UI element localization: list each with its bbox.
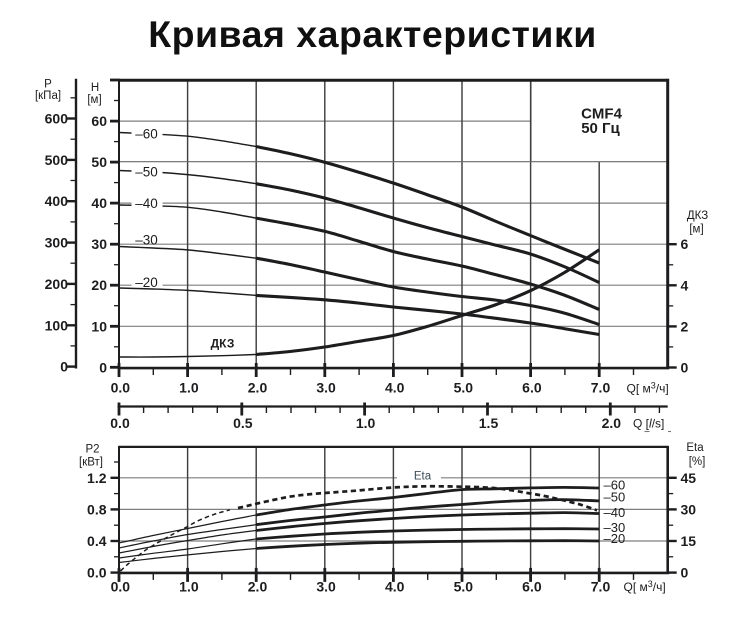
svg-text:0.0: 0.0 xyxy=(87,565,107,581)
svg-text:300: 300 xyxy=(45,235,69,251)
svg-text:[кПа]: [кПа] xyxy=(35,90,61,102)
svg-text:[кВт]: [кВт] xyxy=(79,457,103,469)
svg-text:–60: –60 xyxy=(135,126,158,141)
svg-text:2.0: 2.0 xyxy=(248,579,268,595)
svg-text:3.0: 3.0 xyxy=(316,579,336,595)
svg-text:10: 10 xyxy=(91,318,107,334)
svg-text:0.4: 0.4 xyxy=(87,533,107,549)
svg-text:Eta: Eta xyxy=(414,471,432,483)
svg-text:1.0: 1.0 xyxy=(179,579,199,595)
svg-text:CMF4: CMF4 xyxy=(581,106,622,123)
svg-text:45: 45 xyxy=(681,470,697,486)
svg-text:1.2: 1.2 xyxy=(87,470,107,486)
svg-text:–20: –20 xyxy=(135,275,158,290)
svg-text:H: H xyxy=(91,82,99,94)
svg-text:[%]: [%] xyxy=(689,456,706,468)
svg-text:P2: P2 xyxy=(85,444,99,456)
svg-text:[м]: [м] xyxy=(689,224,703,236)
svg-text:2.0: 2.0 xyxy=(602,415,622,431)
svg-text:Q [l/s]: Q [l/s] xyxy=(633,417,664,431)
svg-text:50: 50 xyxy=(91,154,107,170)
svg-text:30: 30 xyxy=(681,501,697,517)
svg-text:ДКЗ: ДКЗ xyxy=(211,337,235,351)
svg-text:7.0: 7.0 xyxy=(591,380,611,396)
svg-text:4: 4 xyxy=(681,277,689,293)
svg-text:–50: –50 xyxy=(135,165,158,180)
svg-text:5.0: 5.0 xyxy=(454,380,474,396)
svg-text:1.5: 1.5 xyxy=(479,415,499,431)
svg-text:[м]: [м] xyxy=(87,94,101,106)
svg-text:400: 400 xyxy=(45,193,69,209)
svg-text:Q[ м3/ч]: Q[ м3/ч] xyxy=(627,381,669,396)
svg-text:60: 60 xyxy=(91,113,107,129)
svg-text:15: 15 xyxy=(681,533,697,549)
svg-text:6.0: 6.0 xyxy=(522,579,542,595)
svg-text:7.0: 7.0 xyxy=(591,579,611,595)
svg-text:6.0: 6.0 xyxy=(522,380,542,396)
svg-text:20: 20 xyxy=(91,277,107,293)
svg-text:–30: –30 xyxy=(135,232,158,247)
svg-text:5.0: 5.0 xyxy=(454,579,474,595)
svg-text:40: 40 xyxy=(91,195,107,211)
svg-text:2: 2 xyxy=(681,318,689,334)
svg-text:500: 500 xyxy=(45,152,69,168)
svg-text:P: P xyxy=(44,79,52,91)
svg-text:–40: –40 xyxy=(135,196,158,211)
svg-text:4.0: 4.0 xyxy=(385,579,405,595)
svg-text:Eta: Eta xyxy=(686,442,704,454)
svg-text:–40: –40 xyxy=(604,505,626,520)
svg-text:0: 0 xyxy=(99,359,107,375)
svg-text:2.0: 2.0 xyxy=(248,380,268,396)
svg-text:4.0: 4.0 xyxy=(385,380,405,396)
svg-text:200: 200 xyxy=(45,276,69,292)
svg-text:50 Гц: 50 Гц xyxy=(581,120,620,137)
svg-text:1.0: 1.0 xyxy=(356,415,376,431)
svg-text:–50: –50 xyxy=(604,490,626,505)
svg-text:Кривая характеристики: Кривая характеристики xyxy=(148,13,597,55)
svg-text:ДКЗ: ДКЗ xyxy=(687,210,708,222)
svg-text:0: 0 xyxy=(60,359,68,375)
svg-text:6: 6 xyxy=(681,236,689,252)
svg-text:–60: –60 xyxy=(604,478,626,493)
svg-text:0.0: 0.0 xyxy=(111,579,131,595)
svg-text:0.8: 0.8 xyxy=(87,501,107,517)
svg-text:–20: –20 xyxy=(604,531,626,546)
svg-text:0: 0 xyxy=(681,360,689,376)
svg-text:30: 30 xyxy=(91,236,107,252)
svg-text:–30: –30 xyxy=(604,520,626,535)
svg-text:0: 0 xyxy=(681,565,689,581)
svg-text:Q[ м3/ч]: Q[ м3/ч] xyxy=(624,579,666,594)
svg-text:0.0: 0.0 xyxy=(111,380,131,396)
svg-text:0.0: 0.0 xyxy=(110,415,130,431)
svg-text:600: 600 xyxy=(45,111,69,127)
svg-text:1.0: 1.0 xyxy=(179,380,199,396)
svg-text:3.0: 3.0 xyxy=(316,380,336,396)
svg-text:0.5: 0.5 xyxy=(233,415,253,431)
svg-text:100: 100 xyxy=(45,317,69,333)
